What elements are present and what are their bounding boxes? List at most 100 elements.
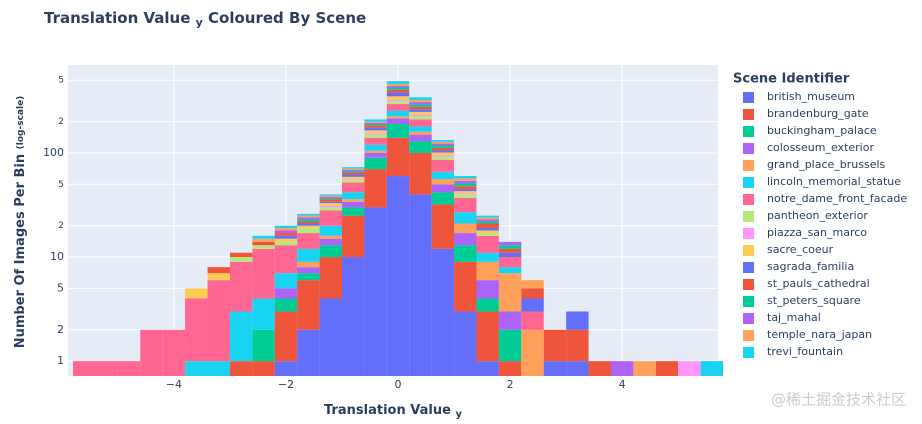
bar-segment xyxy=(386,123,410,138)
bar-segment xyxy=(274,233,298,236)
legend-label[interactable]: st_peters_square xyxy=(767,294,861,307)
legend-item[interactable]: grand_place_brussels xyxy=(743,158,886,171)
bar-segment xyxy=(454,245,477,262)
legend-label[interactable]: temple_nara_japan xyxy=(767,328,872,341)
legend-label[interactable]: sagrada_familia xyxy=(767,260,854,273)
legend-label[interactable]: taj_mahal xyxy=(767,311,821,324)
legend-swatch[interactable] xyxy=(743,330,754,341)
bar-segment xyxy=(409,106,432,110)
bar-segment xyxy=(319,238,343,246)
bar-segment xyxy=(633,361,656,376)
legend-item[interactable]: brandenburg_gate xyxy=(743,107,869,120)
bar-segment xyxy=(207,273,230,281)
x-tick-label: −2 xyxy=(278,378,294,391)
legend-item[interactable]: british_museum xyxy=(743,90,855,103)
legend-label[interactable]: colosseum_exterior xyxy=(767,141,874,154)
legend-label[interactable]: british_museum xyxy=(767,90,855,103)
bar-segment xyxy=(386,118,410,124)
bar-segment xyxy=(431,150,455,153)
legend-swatch[interactable] xyxy=(743,296,754,307)
bar-segment xyxy=(454,183,477,187)
legend-swatch[interactable] xyxy=(743,228,754,239)
bar-segment xyxy=(342,179,365,183)
bar-segment xyxy=(319,257,343,299)
bar-segment xyxy=(454,197,477,213)
bar-segment xyxy=(566,361,589,376)
bar-segment xyxy=(252,248,275,299)
legend-item[interactable]: temple_nara_japan xyxy=(743,328,872,341)
legend-swatch[interactable] xyxy=(743,245,754,256)
bar-segment xyxy=(588,361,611,376)
bar-segment xyxy=(342,257,365,376)
legend-label[interactable]: sacre_coeur xyxy=(767,243,834,256)
bar-segment xyxy=(498,273,522,312)
bar-segment xyxy=(498,267,522,274)
bar-segment xyxy=(454,311,477,376)
legend-label[interactable]: st_pauls_cathedral xyxy=(767,277,870,290)
legend-item[interactable]: piazza_san_marco xyxy=(743,226,867,239)
bar-segment xyxy=(319,199,343,202)
y-axis-title: Number Of Images Per Bin (log-scale) xyxy=(13,96,28,349)
legend-swatch[interactable] xyxy=(743,279,754,290)
legend-swatch[interactable] xyxy=(743,211,754,222)
legend-item[interactable]: buckingham_palace xyxy=(743,124,877,137)
bar-segment xyxy=(386,87,410,90)
y-tick-label: 100 xyxy=(43,146,64,159)
legend-swatch[interactable] xyxy=(743,177,754,188)
legend-swatch[interactable] xyxy=(743,143,754,154)
bar-segment xyxy=(297,223,320,226)
bar-segment xyxy=(319,205,343,208)
legend-swatch[interactable] xyxy=(743,313,754,324)
legend-label[interactable]: grand_place_brussels xyxy=(767,158,886,171)
y-tick-label: 2 xyxy=(57,323,64,336)
x-tick-label: 4 xyxy=(619,378,626,391)
bar-segment xyxy=(431,152,455,156)
bar-segment xyxy=(364,144,387,151)
legend-label[interactable]: notre_dame_front_facade xyxy=(767,192,907,205)
bar-segment xyxy=(252,245,275,249)
legend-item[interactable]: sacre_coeur xyxy=(743,243,834,256)
legend-label[interactable]: brandenburg_gate xyxy=(767,107,869,120)
bar-segment xyxy=(297,228,320,234)
legend-item[interactable]: st_peters_square xyxy=(743,294,861,307)
legend-label[interactable]: lincoln_memorial_statue xyxy=(767,175,901,188)
bar-segment xyxy=(431,179,455,185)
legend-label[interactable]: buckingham_palace xyxy=(767,124,877,137)
bar-segment xyxy=(431,192,455,205)
bar-segment xyxy=(409,114,432,117)
bar-segment xyxy=(274,225,298,229)
legend-item[interactable]: lincoln_memorial_statue xyxy=(743,175,901,188)
legend-label[interactable]: pantheon_exterior xyxy=(767,209,868,222)
bar-segment xyxy=(566,329,589,362)
bar-segment xyxy=(409,134,432,142)
bar-segment xyxy=(409,97,432,100)
legend-swatch[interactable] xyxy=(743,109,754,120)
bar-segment xyxy=(610,361,634,376)
legend-swatch[interactable] xyxy=(743,262,754,273)
legend-label[interactable]: piazza_san_marco xyxy=(767,226,867,239)
bar-segment xyxy=(342,176,365,180)
legend-item[interactable]: pantheon_exterior xyxy=(743,209,868,222)
legend-item[interactable]: sagrada_familia xyxy=(743,260,854,273)
legend-swatch[interactable] xyxy=(743,92,754,103)
x-title-main: Translation Value xyxy=(324,403,451,418)
legend-swatch[interactable] xyxy=(743,347,754,358)
legend-item[interactable]: trevi_fountain xyxy=(743,345,843,358)
legend-label[interactable]: trevi_fountain xyxy=(767,345,843,358)
bar-segment xyxy=(543,329,567,362)
bar-segment xyxy=(342,168,365,170)
bar-segment xyxy=(454,189,477,192)
legend-item[interactable]: st_pauls_cathedral xyxy=(743,277,870,290)
bar-segment xyxy=(274,235,298,239)
legend-swatch[interactable] xyxy=(743,160,754,171)
bar-segment xyxy=(431,204,455,249)
legend-swatch[interactable] xyxy=(743,126,754,137)
bar-segment xyxy=(431,140,455,142)
bar-segment xyxy=(252,298,275,330)
bar-segment xyxy=(476,361,499,376)
legend-item[interactable]: colosseum_exterior xyxy=(743,141,874,154)
legend-item[interactable]: taj_mahal xyxy=(743,311,821,324)
legend-item[interactable]: notre_dame_front_facade xyxy=(743,192,907,205)
bar-segment xyxy=(431,155,455,157)
legend-swatch[interactable] xyxy=(743,194,754,205)
